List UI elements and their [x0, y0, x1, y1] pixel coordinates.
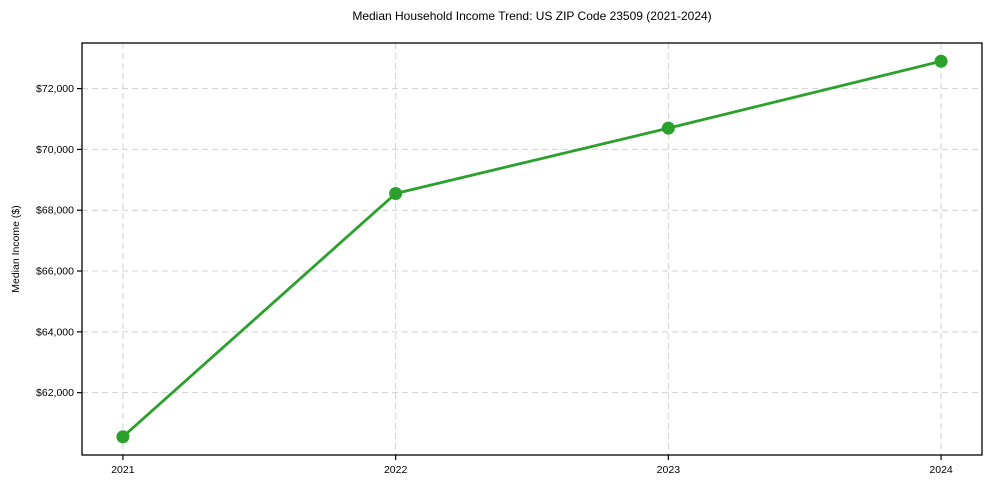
data-point-marker: [116, 430, 130, 444]
y-tick-label: $70,000: [36, 144, 74, 156]
data-point-marker: [661, 121, 675, 135]
y-tick-label: $72,000: [36, 83, 74, 95]
x-tick-label: 2024: [929, 464, 953, 476]
y-tick-label: $64,000: [36, 326, 74, 338]
y-tick-label: $68,000: [36, 205, 74, 217]
y-tick-label: $66,000: [36, 266, 74, 278]
data-point-marker: [934, 54, 948, 68]
chart-title: Median Household Income Trend: US ZIP Co…: [352, 9, 712, 23]
x-tick-label: 2023: [657, 464, 681, 476]
y-tick-label: $62,000: [36, 387, 74, 399]
plot-border: [81, 42, 983, 456]
x-tick-label: 2021: [111, 464, 135, 476]
x-tick-label: 2022: [384, 464, 408, 476]
series-line: [121, 59, 943, 439]
data-point-marker: [389, 187, 403, 201]
